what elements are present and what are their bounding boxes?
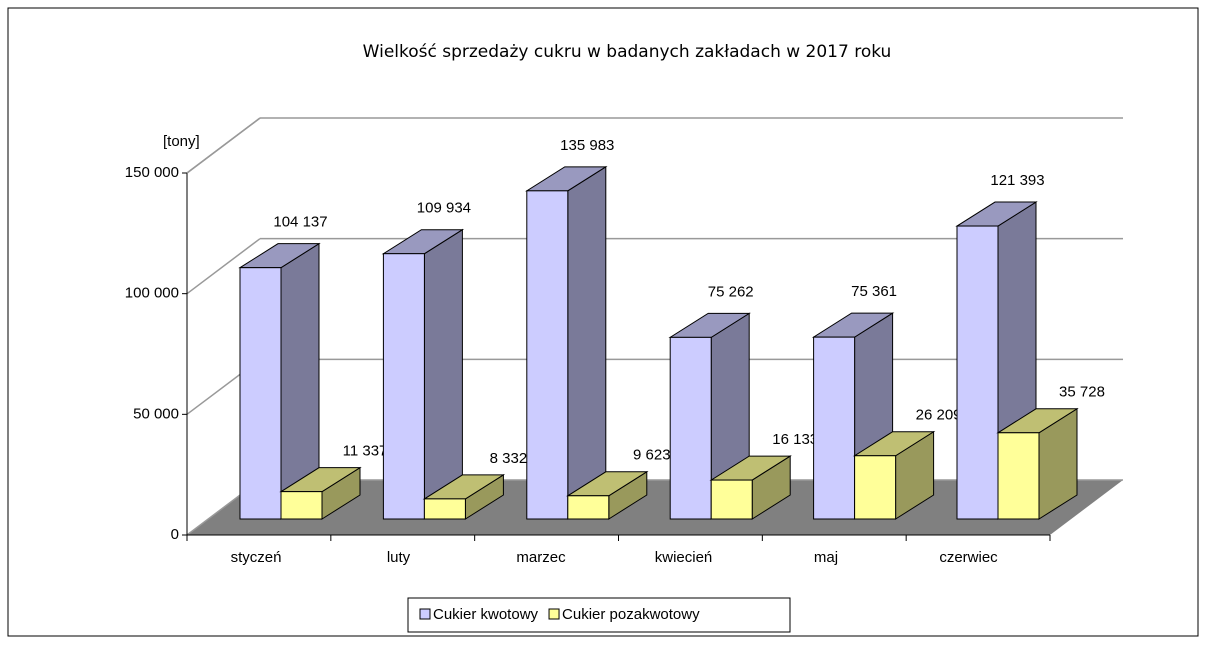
legend-label: Cukier kwotowy (433, 606, 539, 623)
y-tick-label: 100 000 (125, 285, 179, 302)
chart-title: Wielkość sprzedaży cukru w badanych zakł… (363, 42, 892, 62)
bar-front (423, 498, 466, 520)
y-axis-label: [tony] (163, 133, 200, 150)
value-label: 11 337 (343, 443, 388, 460)
y-tick-label: 50 000 (133, 405, 179, 422)
value-label: 75 262 (708, 283, 754, 300)
legend-box (407, 597, 791, 633)
bar-front (382, 253, 425, 520)
value-label: 8 332 (490, 450, 528, 467)
bar-front (280, 491, 323, 520)
legend-swatch (548, 608, 560, 620)
value-label: 9 623 (633, 447, 671, 464)
x-tick-label: styczeń (231, 549, 282, 566)
bar-front (813, 336, 856, 520)
bar (238, 242, 321, 520)
bar (709, 455, 792, 520)
value-label: 104 137 (273, 214, 327, 231)
value-label: 109 934 (417, 200, 471, 217)
value-label: 121 393 (990, 172, 1044, 189)
bar (381, 228, 465, 520)
bar-front (239, 267, 282, 520)
bar (525, 165, 608, 520)
legend-swatch (419, 608, 431, 620)
legend-label: Cukier pozakwotowy (562, 606, 700, 623)
value-label: 16 133 (772, 431, 818, 448)
x-tick-label: maj (814, 549, 838, 566)
legend: Cukier kwotowy Cukier pozakwotowy (407, 597, 791, 633)
y-axis-back (186, 117, 261, 174)
bar-side (423, 228, 463, 520)
bar-front (956, 225, 999, 520)
value-label: 75 361 (851, 283, 897, 300)
bar-front (526, 190, 569, 520)
bar-front (567, 495, 610, 520)
x-tick-label: luty (387, 549, 411, 566)
grid-line (186, 238, 261, 295)
bar (279, 466, 362, 520)
x-tick-label: kwiecień (655, 549, 713, 566)
value-label: 135 983 (560, 137, 614, 154)
y-tick-label: 150 000 (125, 164, 179, 181)
bar (566, 470, 649, 520)
bar-side (567, 165, 607, 520)
bar-front (997, 432, 1040, 520)
bar (996, 407, 1079, 520)
bar-front (669, 336, 712, 520)
bar-front (854, 455, 897, 520)
bar (852, 430, 936, 520)
bar (422, 473, 506, 520)
x-tick-label: czerwiec (939, 549, 998, 566)
y-tick-label: 0 (171, 526, 179, 543)
value-label: 26 209 (916, 407, 962, 424)
value-label: 35 728 (1059, 384, 1105, 401)
bar-front (710, 479, 753, 520)
x-tick-label: marzec (516, 549, 566, 566)
